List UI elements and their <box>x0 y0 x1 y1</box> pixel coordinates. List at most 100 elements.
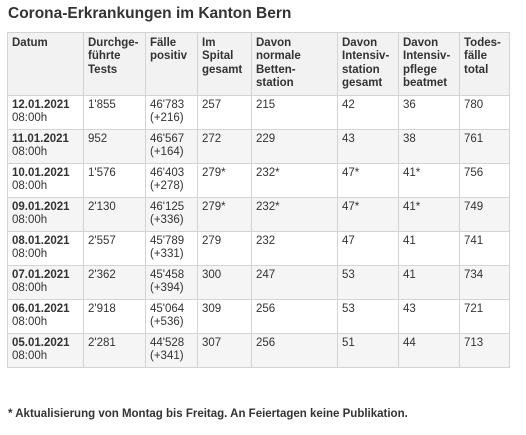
hospital-cell: 279* <box>197 197 252 232</box>
icu-cell: 47* <box>337 163 399 198</box>
page-title: Corona-Erkrankungen im Kanton Bern <box>8 5 292 22</box>
table-header-row: Datum Durchge- führte Tests Fälle positi… <box>7 32 510 96</box>
column-header-intensivpflege-beatmet: Davon Intensiv- pflege beatmet <box>398 32 460 96</box>
hospital-cell: 272 <box>197 129 252 164</box>
tests-cell: 2'362 <box>83 265 146 300</box>
deaths-cell: 721 <box>459 299 510 334</box>
date-value: 10.01.2021 <box>12 167 70 179</box>
footnote: * Aktualisierung von Montag bis Freitag.… <box>8 408 408 420</box>
time-value: 08:00h <box>12 248 48 261</box>
corona-data-table: Datum Durchge- führte Tests Fälle positi… <box>7 32 510 368</box>
cases-cell: 46'403 (+278) <box>145 163 198 198</box>
deaths-cell: 734 <box>459 265 510 300</box>
time-value: 08:00h <box>12 180 48 193</box>
time-value: 08:00h <box>12 282 48 295</box>
normal-ward-cell: 232 <box>251 231 338 266</box>
column-header-faelle-positiv: Fälle positiv <box>145 32 198 96</box>
tests-cell: 952 <box>83 129 146 164</box>
normal-ward-cell: 215 <box>251 95 338 130</box>
cases-cell: 45'789 (+331) <box>145 231 198 266</box>
date-value: 12.01.2021 <box>12 99 70 111</box>
ventilated-cell: 41 <box>398 265 460 300</box>
cases-cell: 46'125 (+336) <box>145 197 198 232</box>
date-cell: 12.01.2021 08:00h <box>7 95 84 130</box>
ventilated-cell: 38 <box>398 129 460 164</box>
cases-cell: 46'567 (+164) <box>145 129 198 164</box>
table-row: 06.01.2021 08:00h 2'918 45'064 (+536) 309… <box>7 299 510 334</box>
time-value: 08:00h <box>12 146 48 159</box>
table-row: 09.01.2021 08:00h 2'130 46'125 (+336) 279… <box>7 197 510 232</box>
deaths-cell: 741 <box>459 231 510 266</box>
icu-cell: 47* <box>337 197 399 232</box>
date-value: 05.01.2021 <box>12 337 70 349</box>
icu-cell: 53 <box>337 299 399 334</box>
column-header-tests: Durchge- führte Tests <box>83 32 146 96</box>
date-value: 11.01.2021 <box>12 133 69 145</box>
icu-cell: 43 <box>337 129 399 164</box>
ventilated-cell: 44 <box>398 333 460 368</box>
hospital-cell: 300 <box>197 265 252 300</box>
cases-cell: 45'458 (+394) <box>145 265 198 300</box>
date-value: 09.01.2021 <box>12 201 70 213</box>
icu-cell: 53 <box>337 265 399 300</box>
normal-ward-cell: 256 <box>251 333 338 368</box>
table-row: 07.01.2021 08:00h 2'362 45'458 (+394) 300… <box>7 265 510 300</box>
date-cell: 10.01.2021 08:00h <box>7 163 84 198</box>
hospital-cell: 279* <box>197 163 252 198</box>
column-header-datum: Datum <box>7 32 84 96</box>
date-value: 07.01.2021 <box>12 269 70 281</box>
tests-cell: 2'557 <box>83 231 146 266</box>
time-value: 08:00h <box>12 112 48 125</box>
date-cell: 11.01.2021 08:00h <box>7 129 84 164</box>
date-cell: 08.01.2021 08:00h <box>7 231 84 266</box>
normal-ward-cell: 247 <box>251 265 338 300</box>
ventilated-cell: 41* <box>398 197 460 232</box>
time-value: 08:00h <box>12 350 48 363</box>
tests-cell: 2'918 <box>83 299 146 334</box>
table-row: 11.01.2021 08:00h 952 46'567 (+164) 272 2… <box>7 129 510 164</box>
column-header-normale-bettenstation: Davon normale Betten- station <box>251 32 338 96</box>
deaths-cell: 749 <box>459 197 510 232</box>
hospital-cell: 279 <box>197 231 252 266</box>
ventilated-cell: 41 <box>398 231 460 266</box>
ventilated-cell: 36 <box>398 95 460 130</box>
date-cell: 06.01.2021 08:00h <box>7 299 84 334</box>
hospital-cell: 307 <box>197 333 252 368</box>
normal-ward-cell: 256 <box>251 299 338 334</box>
tests-cell: 2'130 <box>83 197 146 232</box>
date-cell: 09.01.2021 08:00h <box>7 197 84 232</box>
deaths-cell: 761 <box>459 129 510 164</box>
deaths-cell: 756 <box>459 163 510 198</box>
cases-cell: 45'064 (+536) <box>145 299 198 334</box>
tests-cell: 2'281 <box>83 333 146 368</box>
column-header-todesfaelle-total: Todes- fälle total <box>459 32 510 96</box>
date-cell: 05.01.2021 08:00h <box>7 333 84 368</box>
table-row: 10.01.2021 08:00h 1'576 46'403 (+278) 279… <box>7 163 510 198</box>
tests-cell: 1'576 <box>83 163 146 198</box>
cases-cell: 44'528 (+341) <box>145 333 198 368</box>
deaths-cell: 713 <box>459 333 510 368</box>
time-value: 08:00h <box>12 316 48 329</box>
normal-ward-cell: 229 <box>251 129 338 164</box>
icu-cell: 47 <box>337 231 399 266</box>
date-value: 08.01.2021 <box>12 235 70 247</box>
date-value: 06.01.2021 <box>12 303 70 315</box>
table-row: 08.01.2021 08:00h 2'557 45'789 (+331) 279… <box>7 231 510 266</box>
ventilated-cell: 41* <box>398 163 460 198</box>
icu-cell: 51 <box>337 333 399 368</box>
hospital-cell: 309 <box>197 299 252 334</box>
deaths-cell: 780 <box>459 95 510 130</box>
column-header-spital-gesamt: Im Spital gesamt <box>197 32 252 96</box>
hospital-cell: 257 <box>197 95 252 130</box>
column-header-intensivstation-gesamt: Davon Intensiv- station gesamt <box>337 32 399 96</box>
table-row: 05.01.2021 08:00h 2'281 44'528 (+341) 307… <box>7 333 510 368</box>
date-cell: 07.01.2021 08:00h <box>7 265 84 300</box>
normal-ward-cell: 232* <box>251 163 338 198</box>
normal-ward-cell: 232* <box>251 197 338 232</box>
table-row: 12.01.2021 08:00h 1'855 46'783 (+216) 257… <box>7 95 510 130</box>
cases-cell: 46'783 (+216) <box>145 95 198 130</box>
ventilated-cell: 43 <box>398 299 460 334</box>
icu-cell: 42 <box>337 95 399 130</box>
time-value: 08:00h <box>12 214 48 227</box>
tests-cell: 1'855 <box>83 95 146 130</box>
